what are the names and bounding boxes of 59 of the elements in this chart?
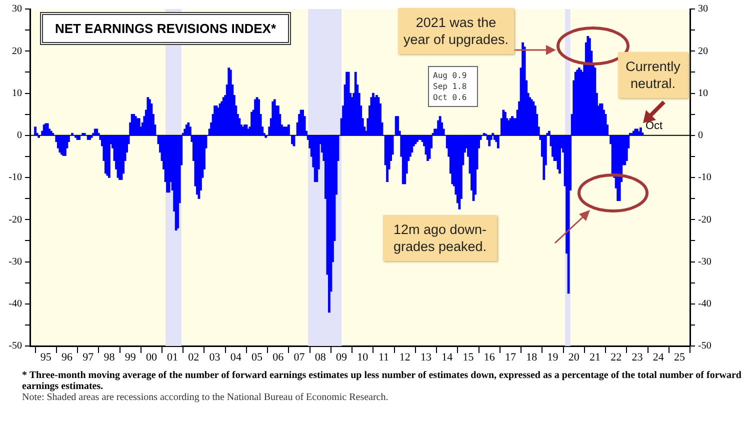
y-tick-label: -20	[8, 214, 22, 226]
x-tick-label: 98	[104, 351, 116, 364]
x-tick-label: 24	[652, 351, 664, 364]
y-tick-label: 20	[12, 46, 22, 57]
x-tick-label: 21	[589, 351, 600, 364]
x-tick-label: 99	[124, 351, 136, 364]
y-tick-label: 30	[12, 4, 22, 15]
x-tick-label: 95	[40, 351, 52, 364]
x-tick-label: 13	[420, 351, 432, 364]
x-tick-label: 11	[378, 351, 390, 364]
x-tick-label: 20	[568, 351, 580, 364]
x-tick-label: 17	[504, 351, 516, 364]
y2-tick-label: 20	[698, 46, 708, 57]
annotation: Aug 0.9	[433, 70, 468, 81]
y2-tick-label: -20	[698, 214, 712, 226]
y2-tick-label: -40	[698, 298, 712, 310]
x-tick-label: 08	[314, 351, 326, 364]
x-tick-label: 09	[336, 351, 348, 364]
text: * Three-month moving average of the number of forward earnings estimates up less number of estimates down, expressed as a percentage of the total number of forward earnings estimates.	[22, 370, 742, 392]
x-tick-label: 06	[272, 351, 284, 364]
annotation: Sep 1.8	[433, 81, 468, 92]
x-tick-label: 97	[82, 351, 94, 364]
x-tick-label: 05	[252, 351, 264, 364]
text: Note: Shaded areas are recessions according to the National Bureau of Economic Research.	[22, 392, 390, 403]
y-tick-label: 0	[17, 130, 22, 141]
annotation: 2021 was the year of upgrades.	[398, 8, 514, 54]
y2-tick-label: -10	[698, 172, 712, 184]
y-tick-label: -40	[8, 298, 22, 310]
y2-tick-label: 10	[698, 88, 708, 99]
annotation: 12m ago down-grades peaked.	[383, 215, 497, 261]
y2-tick-label: -30	[698, 256, 712, 268]
x-tick-label: 07	[294, 351, 306, 364]
x-tick-label: 16	[484, 351, 496, 364]
y-tick-label: 10	[12, 88, 22, 99]
x-tick-label: 01	[167, 351, 178, 364]
x-tick-label: 03	[209, 351, 221, 364]
x-tick-label: 25	[674, 351, 686, 364]
annotation: Oct 0.6	[433, 92, 468, 103]
x-tick-label: 23	[632, 351, 644, 364]
x-tick-label: 14	[442, 351, 454, 364]
x-tick-label: 04	[230, 351, 242, 364]
y-tick-label: -10	[8, 172, 22, 184]
x-tick-label: 22	[610, 351, 622, 364]
y-tick-label: -50	[8, 340, 22, 352]
y2-tick-label: 0	[698, 130, 703, 141]
y2-tick-label: 30	[698, 4, 708, 15]
x-tick-label: 96	[61, 351, 73, 364]
y-tick-label: -30	[8, 256, 22, 268]
text: NET EARNINGS REVISIONS INDEX*	[40, 12, 292, 45]
annotation: Currently neutral.	[618, 52, 688, 98]
x-tick-label: 18	[526, 351, 538, 364]
x-tick-label: 15	[462, 351, 474, 364]
x-tick-label: 02	[188, 351, 200, 364]
x-tick-label: 00	[146, 351, 158, 364]
x-tick-label: 19	[547, 351, 559, 364]
x-tick-label: 10	[357, 351, 369, 364]
annotation: Oct	[645, 120, 663, 132]
x-tick-label: 12	[399, 351, 410, 364]
y2-tick-label: -50	[698, 340, 712, 352]
